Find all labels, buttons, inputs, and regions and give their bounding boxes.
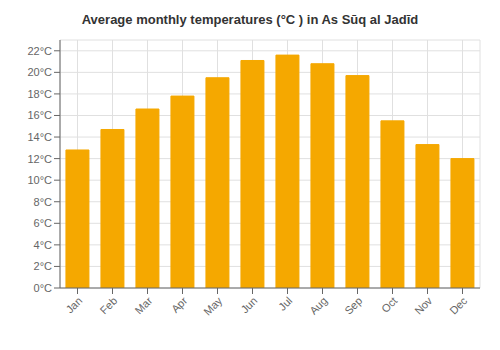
- svg-text:2°C: 2°C: [34, 260, 53, 272]
- html-text:Average monthly temperatures (: Average monthly temperatures (°C ) in As…: [81, 12, 419, 27]
- svg-text:Oct: Oct: [379, 294, 400, 315]
- svg-text:16°C: 16°C: [27, 109, 52, 121]
- svg-text:22°C: 22°C: [27, 45, 52, 57]
- svg-text:May: May: [201, 294, 225, 318]
- svg-text:10°C: 10°C: [27, 174, 52, 186]
- svg-text:Feb: Feb: [98, 294, 120, 316]
- svg-text:Jan: Jan: [63, 294, 84, 315]
- svg-text:Nov: Nov: [412, 294, 435, 317]
- svg-text:4°C: 4°C: [34, 239, 53, 251]
- svg-text:Jun: Jun: [238, 294, 259, 315]
- svg-text:Jul: Jul: [276, 294, 294, 312]
- svg-text:6°C: 6°C: [34, 217, 53, 229]
- svg-text:20°C: 20°C: [27, 66, 52, 78]
- svg-text:Dec: Dec: [447, 294, 470, 317]
- svg-text:12°C: 12°C: [27, 153, 52, 165]
- svg-text:Apr: Apr: [169, 294, 190, 315]
- svg-text:Mar: Mar: [133, 294, 155, 316]
- svg-text:Sep: Sep: [342, 294, 364, 316]
- svg-text:18°C: 18°C: [27, 88, 52, 100]
- svg-text:8°C: 8°C: [34, 196, 53, 208]
- svg-text:14°C: 14°C: [27, 131, 52, 143]
- svg-text:Aug: Aug: [307, 294, 329, 316]
- svg-text:0°C: 0°C: [34, 282, 53, 294]
